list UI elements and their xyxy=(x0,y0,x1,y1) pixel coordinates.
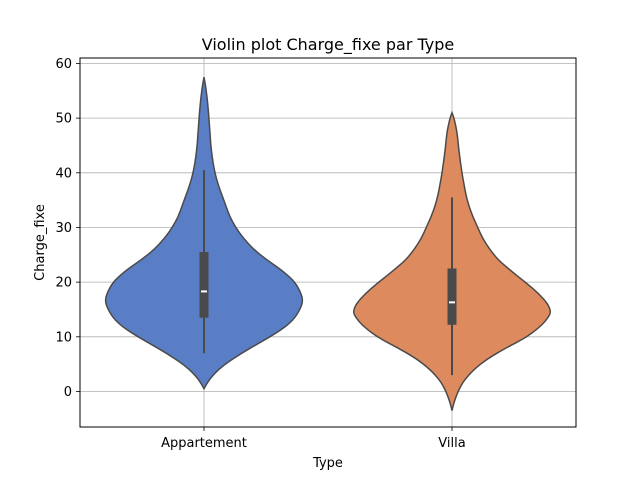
y-tick-label: 30 xyxy=(55,221,72,236)
y-axis-label: Charge_fixe xyxy=(33,204,48,281)
y-tick-label: 50 xyxy=(55,112,72,127)
y-tick-label: 10 xyxy=(55,330,72,345)
y-tick-label: 20 xyxy=(55,276,72,291)
iqr-box xyxy=(447,268,457,325)
x-axis-label: Type xyxy=(312,456,343,471)
violins xyxy=(104,76,551,411)
chart-title: Violin plot Charge_fixe par Type xyxy=(202,35,454,55)
plot-area-frame xyxy=(79,57,577,428)
y-tick-label: 0 xyxy=(64,385,72,400)
axis-ticks: 0 10 20 30 40 50 60 Appartement Villa xyxy=(55,57,465,451)
x-tick-label: Appartement xyxy=(161,436,247,451)
iqr-box xyxy=(199,252,209,318)
y-tick-label: 60 xyxy=(55,57,72,72)
y-tick-label: 40 xyxy=(55,166,72,181)
x-tick-label: Villa xyxy=(438,436,465,451)
